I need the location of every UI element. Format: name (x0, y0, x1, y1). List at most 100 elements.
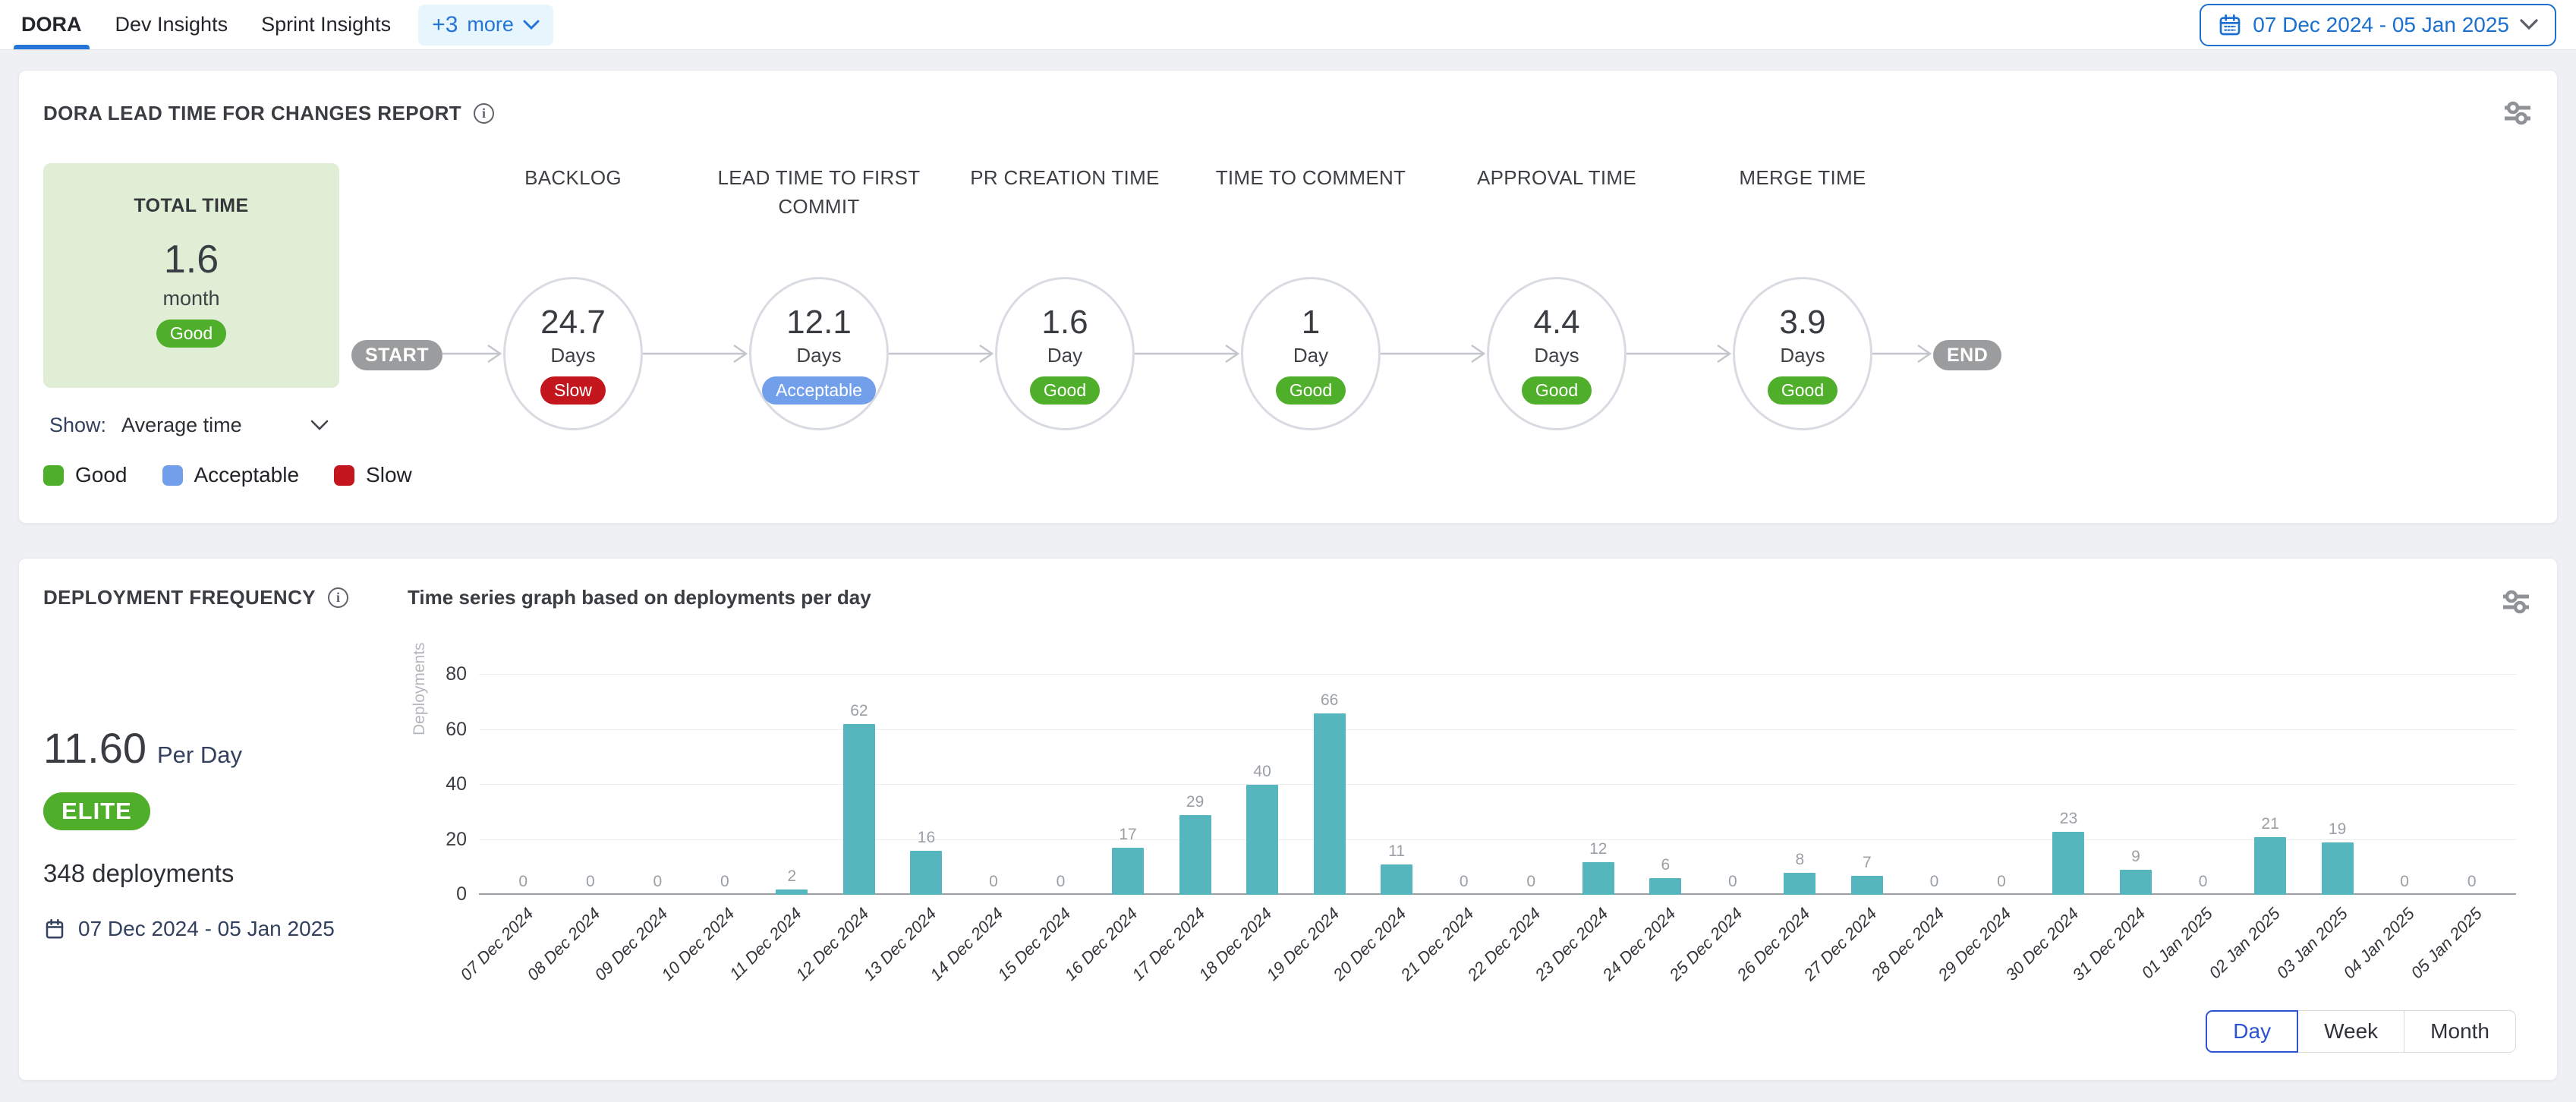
y-tick-label: 40 (446, 773, 467, 795)
stage-node[interactable]: 3.9 Days Good (1732, 277, 1872, 430)
bar-slot: 0 (490, 873, 557, 895)
y-axis-title: Deployments (411, 642, 428, 735)
legend-label: Acceptable (194, 463, 300, 486)
status-badge: Slow (540, 376, 606, 405)
more-tabs-button[interactable]: +3 more (418, 4, 553, 46)
bar[interactable] (1381, 864, 1413, 895)
status-badge: Good (1521, 376, 1592, 405)
bar-slot: 2 (758, 867, 826, 895)
bar-value-label: 62 (850, 702, 868, 720)
bar-value-label: 0 (2400, 873, 2409, 890)
status-badge: Good (1275, 376, 1346, 405)
show-label: Show: (49, 414, 107, 436)
stage-label: MERGE TIME (1739, 166, 1866, 189)
granularity-day[interactable]: Day (2206, 1010, 2299, 1053)
show-metric-dropdown[interactable]: Show: Average time (43, 414, 339, 437)
deployment-frequency-title: DEPLOYMENT FREQUENCY (43, 586, 316, 609)
info-icon[interactable]: i (328, 587, 349, 608)
bar-slot: 12 (1565, 840, 1633, 895)
info-icon[interactable]: i (474, 102, 495, 124)
bar[interactable] (1784, 873, 1816, 895)
bar-value-label: 0 (518, 873, 528, 890)
filter-settings-icon[interactable] (2501, 589, 2531, 615)
bars-layer: 0 0 0 0 2 62 16 0 0 17 29 40 66 11 0 0 12 6 0 8 7 0 0 23 9 0 21 19 0… (479, 675, 2516, 895)
granularity-month[interactable]: Month (2404, 1010, 2516, 1053)
flow-stage: PR CREATION TIME 1.6 Day Good (970, 163, 1159, 430)
filter-settings-icon[interactable] (2502, 100, 2533, 126)
bar-value-label: 0 (1727, 873, 1737, 890)
bar[interactable] (842, 724, 875, 895)
date-range-picker[interactable]: 07 Dec 2024 - 05 Jan 2025 (2200, 3, 2556, 46)
flow-stage: APPROVAL TIME 4.4 Days Good (1477, 163, 1636, 430)
bar-value-label: 0 (653, 873, 663, 890)
lead-time-title: DORA LEAD TIME FOR CHANGES REPORT (43, 101, 462, 124)
bar[interactable] (910, 851, 943, 895)
deployment-chart: Deployments 0 0 0 0 2 62 16 0 0 17 29 40 66 11 0 0 12 6 0 8… (408, 642, 2516, 1053)
tab-dev-insights[interactable]: Dev Insights (115, 13, 228, 36)
lead-time-body: TOTAL TIME 1.6 month Good Show: Average … (43, 163, 2533, 437)
bar-value-label: 29 (1186, 792, 1205, 811)
granularity-toggle: Day Week Month (2206, 1010, 2516, 1053)
legend-item: Good (43, 463, 128, 487)
bar[interactable] (1850, 875, 1883, 895)
bar[interactable] (776, 889, 808, 895)
bar[interactable] (2321, 842, 2354, 895)
bar[interactable] (1582, 861, 1614, 895)
bar-value-label: 0 (2467, 873, 2477, 890)
bar-value-label: 66 (1320, 691, 1339, 709)
bar[interactable] (1179, 814, 1211, 895)
legend-swatch-acceptable (162, 464, 183, 486)
deployment-rate: 11.60 Per Day (43, 723, 385, 773)
total-time-card: TOTAL TIME 1.6 month Good (43, 163, 339, 388)
plus-count: +3 (432, 11, 458, 37)
stage-unit: Days (796, 343, 842, 367)
gridline (479, 839, 2516, 840)
stage-node[interactable]: 12.1 Days Acceptable (748, 277, 889, 430)
bar-slot: 62 (826, 702, 893, 895)
legend-label: Good (75, 463, 128, 486)
stage-node[interactable]: 4.4 Days Good (1486, 277, 1627, 430)
chevron-down-icon (2520, 19, 2538, 30)
tab-sprint-insights[interactable]: Sprint Insights (261, 13, 392, 36)
gridline (479, 674, 2516, 675)
bar-value-label: 0 (1459, 873, 1469, 890)
bar[interactable] (2254, 836, 2287, 895)
bar-value-label: 0 (2198, 873, 2208, 890)
deployment-frequency-card: DEPLOYMENT FREQUENCY i 11.60 Per Day ELI… (18, 558, 2558, 1081)
bar-slot: 0 (1430, 873, 1497, 895)
granularity-row: Day Week Month (433, 1010, 2516, 1053)
bar-slot: 40 (1229, 763, 1296, 895)
bar-slot: 0 (960, 873, 1028, 895)
x-tick: 05 Jan 2025 (2407, 895, 2505, 1000)
stage-node[interactable]: 1 Day Good (1240, 277, 1381, 430)
stage-node[interactable]: 24.7 Days Slow (502, 277, 643, 430)
stage-node[interactable]: 1.6 Day Good (994, 277, 1135, 430)
bar[interactable] (1649, 878, 1682, 895)
stage-value: 1 (1301, 303, 1321, 341)
bar-value-label: 0 (989, 873, 998, 890)
report-tabs: DORA Dev Insights Sprint Insights (14, 0, 392, 49)
granularity-week[interactable]: Week (2297, 1010, 2405, 1053)
bar[interactable] (1313, 713, 1346, 895)
bar-slot: 0 (1968, 873, 2036, 895)
flow-arrow (1380, 340, 1487, 367)
tab-dora[interactable]: DORA (14, 0, 89, 49)
bar-slot: 0 (2438, 873, 2505, 895)
start-pill: START (351, 340, 442, 370)
chart-subtitle: Time series graph based on deployments p… (408, 586, 871, 609)
bar-slot: 23 (2035, 810, 2102, 895)
bar-slot: 0 (1699, 873, 1767, 895)
total-time-title: TOTAL TIME (134, 195, 249, 216)
bar-slot: 8 (1766, 851, 1834, 895)
legend-item: Slow (334, 463, 412, 487)
bar[interactable] (1246, 785, 1279, 895)
legend-label: Slow (366, 463, 412, 486)
bar-slot: 7 (1834, 854, 1901, 895)
deployment-stats-column: DEPLOYMENT FREQUENCY i 11.60 Per Day ELI… (43, 586, 385, 1053)
bar-value-label: 7 (1863, 853, 1872, 871)
bar[interactable] (2120, 870, 2152, 895)
bar-value-label: 0 (1997, 873, 2006, 890)
bar[interactable] (1112, 848, 1145, 895)
bar[interactable] (2052, 831, 2085, 895)
dashboard-main: DORA LEAD TIME FOR CHANGES REPORT i TOTA… (0, 50, 2576, 1100)
